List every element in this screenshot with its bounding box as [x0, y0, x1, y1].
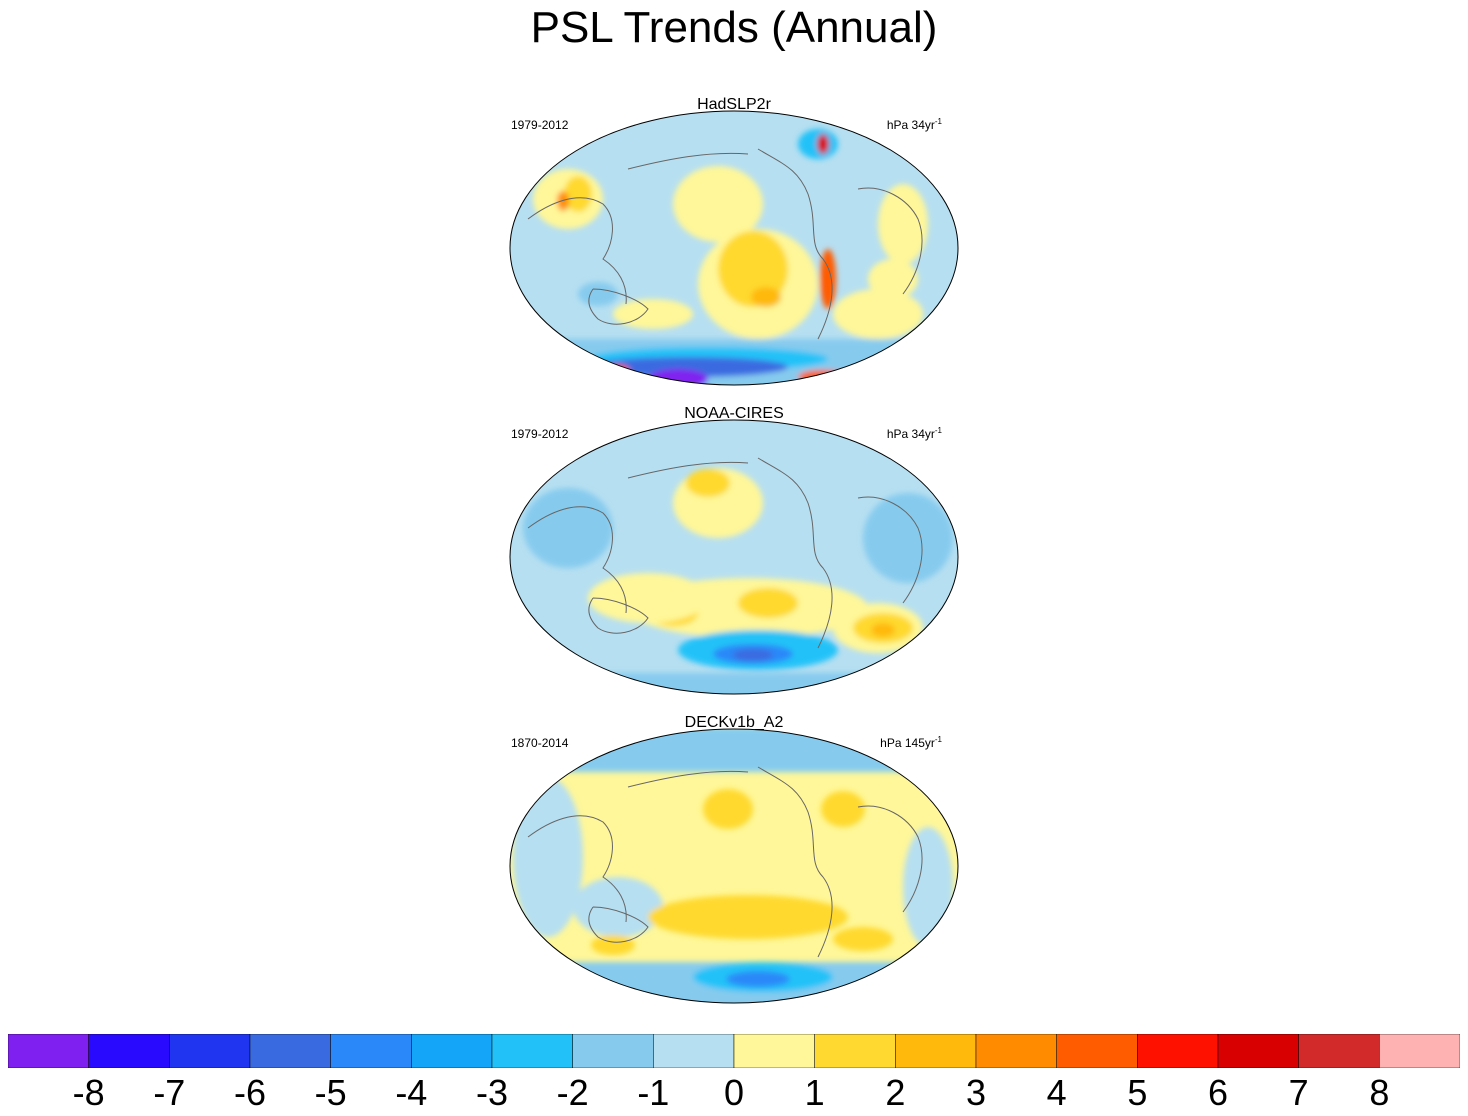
figure-title: PSL Trends (Annual) — [530, 3, 938, 52]
panel-title: DECKv1b_A2 — [684, 714, 784, 731]
panel-title: NOAA-CIRES — [684, 405, 784, 422]
colorbar-swatch — [8, 1034, 89, 1068]
psl-trend-map — [509, 728, 959, 1004]
colorbar-tick-label: 1 — [804, 1072, 825, 1113]
colorbar-tick-label: -6 — [233, 1072, 267, 1113]
colorbar-tick-label: -8 — [72, 1072, 105, 1113]
colorbar-tick-label: -7 — [153, 1072, 186, 1113]
colorbar-tick-label: -3 — [475, 1072, 509, 1113]
colorbar-swatch — [1056, 1034, 1138, 1068]
colorbar-tick-label: 0 — [723, 1072, 745, 1113]
colorbar-swatch — [572, 1034, 654, 1068]
colorbar-labels: -8 -7 -6 -5 -4 -3 -2 -1 0 1 2 3 4 5 6 7 8 — [0, 1070, 1468, 1116]
colorbar-tick-label: 2 — [885, 1072, 906, 1113]
colorbar-swatch — [249, 1034, 331, 1068]
colorbar-swatch — [1298, 1034, 1380, 1068]
colorbar-tick-label: -2 — [556, 1072, 589, 1113]
psl-trend-map — [509, 110, 959, 386]
map-panel-hadslp2r: HadSLP2r 1979-2012 hPa 34yr-1 — [508, 96, 960, 396]
colorbar-swatch — [330, 1034, 412, 1068]
colorbar-swatch — [895, 1034, 977, 1068]
colorbar-swatch — [411, 1034, 493, 1068]
colorbar-tick-label: 3 — [965, 1072, 987, 1113]
colorbar-tick-label: 7 — [1288, 1072, 1309, 1113]
colorbar-swatch — [1379, 1034, 1460, 1068]
panel-units: hPa 34yr-1 — [886, 426, 942, 441]
panel-units: hPa 34yr-1 — [886, 117, 942, 132]
map-panel-noaa-cires: NOAA-CIRES 1979-2012 hPa 34yr-1 — [508, 405, 960, 705]
colorbar-swatch — [733, 1034, 815, 1068]
colorbar — [8, 1034, 1460, 1068]
colorbar-swatch — [975, 1034, 1057, 1068]
colorbar-tick-label: -5 — [314, 1072, 347, 1113]
colorbar-swatch — [169, 1034, 251, 1068]
panel-title: HadSLP2r — [697, 96, 771, 113]
colorbar-swatch — [88, 1034, 170, 1068]
colorbar-tick-label: 6 — [1207, 1072, 1229, 1113]
colorbar-swatch — [491, 1034, 573, 1068]
colorbar-tick-label: -4 — [395, 1072, 428, 1113]
colorbar-tick-label: 8 — [1369, 1072, 1390, 1113]
colorbar-swatch — [1137, 1034, 1219, 1068]
colorbar-swatch — [814, 1034, 896, 1068]
panel-units: hPa 145yr-1 — [880, 735, 942, 750]
colorbar-swatch — [653, 1034, 735, 1068]
colorbar-swatch — [1217, 1034, 1299, 1068]
map-panel-deckv1b-a2: DECKv1b_A2 1870-2014 hPa 145yr-1 — [508, 714, 960, 1014]
panel-period: 1979-2012 — [511, 118, 569, 132]
panel-period: 1979-2012 — [511, 427, 569, 441]
panel-period: 1870-2014 — [511, 736, 569, 750]
colorbar-tick-label: 5 — [1127, 1072, 1148, 1113]
colorbar-tick-label: 4 — [1046, 1072, 1067, 1113]
psl-trend-map — [509, 419, 959, 695]
colorbar-tick-label: -1 — [637, 1072, 670, 1113]
